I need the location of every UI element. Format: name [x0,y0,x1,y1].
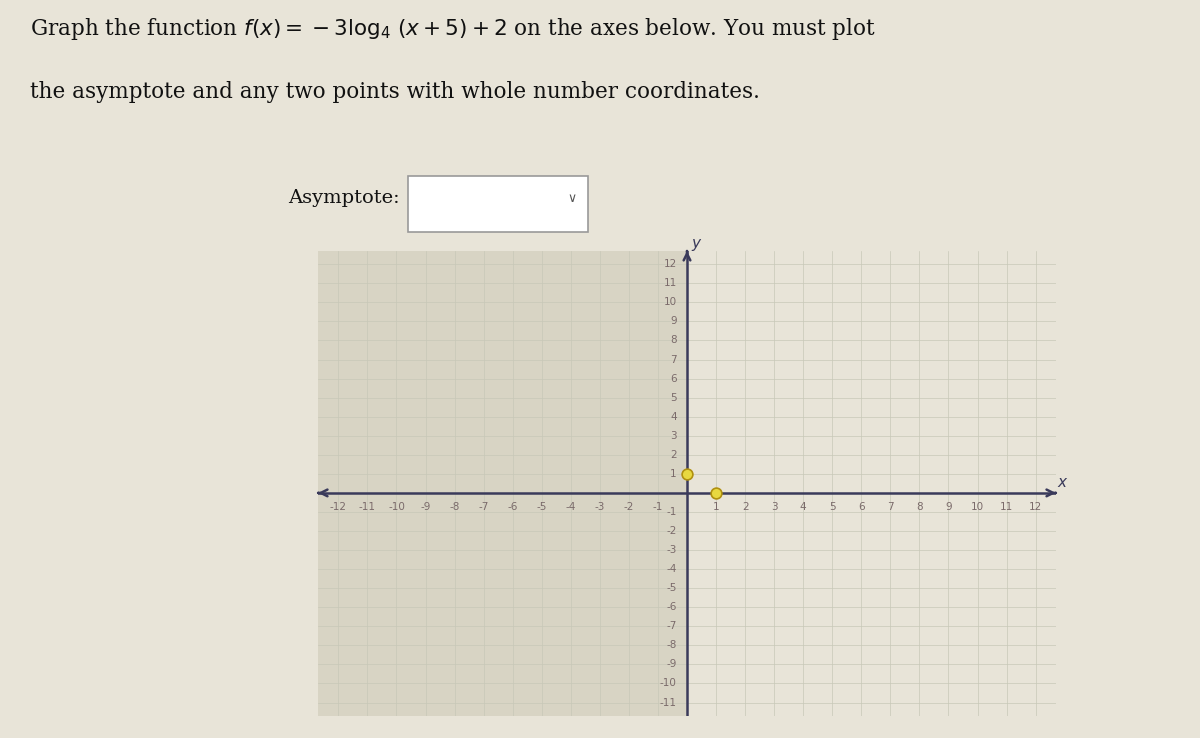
Text: 8: 8 [916,503,923,512]
Text: -12: -12 [330,503,347,512]
Text: -7: -7 [666,621,677,631]
Text: -1: -1 [666,507,677,517]
Text: 6: 6 [671,373,677,384]
Text: 3: 3 [671,431,677,441]
Text: 2: 2 [671,449,677,460]
Text: -1: -1 [653,503,664,512]
Text: -3: -3 [666,545,677,555]
Text: 5: 5 [671,393,677,403]
Text: -9: -9 [420,503,431,512]
Text: x: x [1057,475,1067,490]
Text: -10: -10 [388,503,404,512]
Text: 7: 7 [671,354,677,365]
Text: 2: 2 [742,503,749,512]
Text: 9: 9 [671,317,677,326]
Text: -8: -8 [449,503,460,512]
Text: -8: -8 [666,641,677,650]
Text: -9: -9 [666,660,677,669]
Text: ∨: ∨ [568,192,577,204]
Text: 7: 7 [887,503,894,512]
Text: 10: 10 [971,503,984,512]
Text: -2: -2 [624,503,634,512]
Text: -4: -4 [565,503,576,512]
Text: -10: -10 [660,678,677,689]
FancyBboxPatch shape [408,176,588,232]
Text: 4: 4 [800,503,806,512]
Bar [318,251,686,716]
Text: -6: -6 [666,602,677,613]
Text: -5: -5 [536,503,547,512]
Text: -5: -5 [666,583,677,593]
Text: -7: -7 [479,503,488,512]
Text: 9: 9 [946,503,952,512]
Text: Asymptote:: Asymptote: [288,189,400,207]
Text: -3: -3 [595,503,605,512]
Text: -4: -4 [666,564,677,574]
Text: Graph the function $f(x) = -3\log_4\,(x + 5) + 2$ on the axes below. You must pl: Graph the function $f(x) = -3\log_4\,(x … [30,16,876,42]
Text: -6: -6 [508,503,518,512]
Point [677,468,696,480]
Text: -2: -2 [666,526,677,536]
Text: 1: 1 [713,503,719,512]
Text: 5: 5 [829,503,835,512]
Text: 6: 6 [858,503,865,512]
Text: 12: 12 [1030,503,1043,512]
Text: the asymptote and any two points with whole number coordinates.: the asymptote and any two points with wh… [30,81,760,103]
Text: 11: 11 [664,278,677,289]
Text: 1: 1 [671,469,677,479]
Text: -11: -11 [660,697,677,708]
Text: 11: 11 [1000,503,1013,512]
Text: 4: 4 [671,412,677,421]
Text: -11: -11 [359,503,376,512]
Text: y: y [691,236,701,251]
Text: 12: 12 [664,259,677,269]
Text: 10: 10 [664,297,677,307]
Text: 8: 8 [671,336,677,345]
Text: 3: 3 [770,503,778,512]
Point [707,487,726,499]
